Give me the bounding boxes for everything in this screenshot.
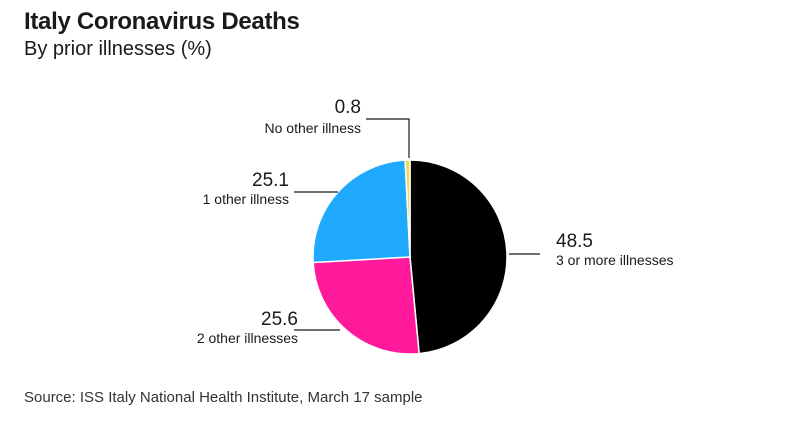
data-label-value-3-or-more: 48.5 [556,231,593,252]
data-label-name-no-other: No other illness [265,120,362,136]
pie-slice-no-other-illness [404,159,411,258]
pie-slice-3-or-more-illnesses [409,159,508,355]
source-note: Source: ISS Italy National Health Instit… [24,389,423,406]
data-label-name-1-other: 1 other illness [203,191,289,207]
pie-slice-2-other-illnesses [312,256,420,355]
chart-subtitle: By prior illnesses (%) [24,38,212,60]
data-label-value-1-other: 25.1 [252,170,289,191]
leader-line-no-other [366,118,410,158]
pie-slices [312,159,508,355]
pie-slice-1-other-illness [312,159,411,264]
data-label-name-3-or-more: 3 or more illnesses [556,252,674,268]
chart-title: Italy Coronavirus Deaths [24,8,300,35]
data-label-name-2-other: 2 other illnesses [197,330,298,346]
data-label-value-2-other: 25.6 [261,309,298,330]
data-label-value-no-other: 0.8 [335,97,361,118]
